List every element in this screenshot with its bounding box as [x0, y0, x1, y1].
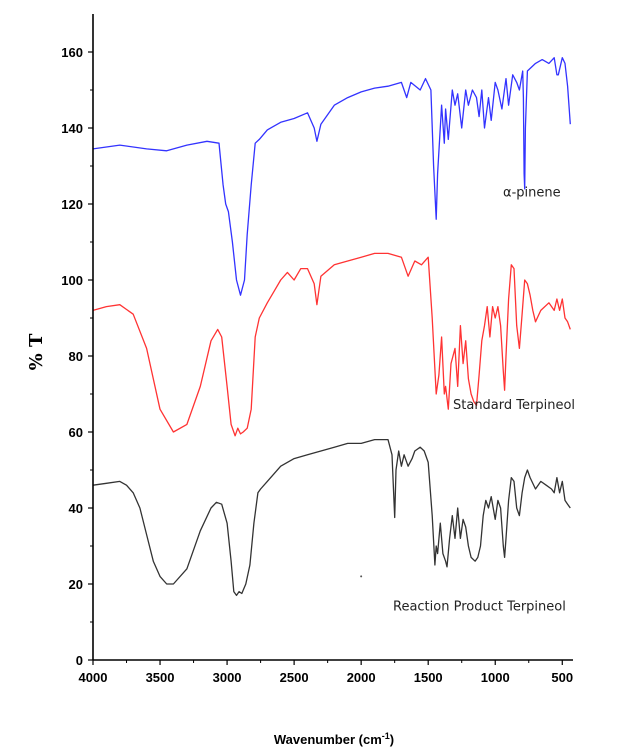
y-tick-label: 160 [61, 45, 83, 60]
y-axis-title: % T [26, 333, 47, 370]
y-tick-label: 80 [69, 349, 83, 364]
x-tick-label: 3500 [146, 670, 175, 685]
stray-dot [360, 575, 363, 578]
plot-series-group [92, 57, 571, 597]
y-tick-label: 0 [76, 653, 83, 668]
y-tick-label: 20 [69, 577, 83, 592]
x-tick-label: 1000 [481, 670, 510, 685]
labels-group: α-pinene Standard Terpineol Reaction Produ… [393, 185, 575, 614]
series-line-1 [92, 252, 571, 437]
x-tick-label: 1500 [414, 670, 443, 685]
x-tick-label: 3000 [213, 670, 242, 685]
series-label-0: α-pinene [503, 185, 561, 200]
x-tick-label: 2000 [347, 670, 376, 685]
y-tick-label: 40 [69, 501, 83, 516]
y-tick-label: 60 [69, 425, 83, 440]
series-label-1: Standard Terpineol [453, 398, 575, 413]
y-tick-label: 120 [61, 197, 83, 212]
x-axis-title: Wavenumber (cm-1) [274, 731, 394, 747]
series-line-2 [92, 438, 571, 597]
series-line-0 [92, 57, 571, 296]
y-tick-label: 100 [61, 273, 83, 288]
y-tick-label: 140 [61, 121, 83, 136]
series-label-2: Reaction Product Terpineol [393, 600, 566, 615]
x-tick-label: 4000 [79, 670, 108, 685]
x-tick-label: 500 [551, 670, 573, 685]
x-tick-label: 2500 [280, 670, 309, 685]
axes-group: 0 20 40 60 80 100 120 140 160 4000 3500 3000 2500 200… [61, 14, 573, 685]
